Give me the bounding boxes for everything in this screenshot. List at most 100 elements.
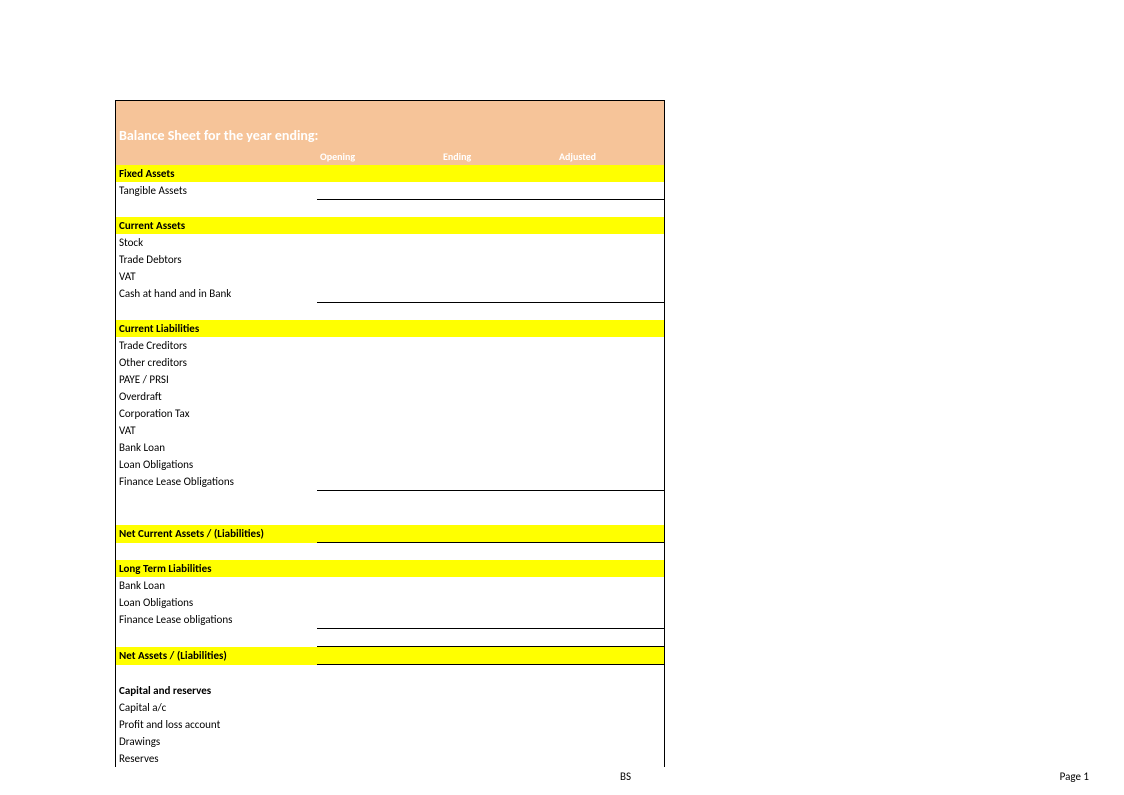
cell-adjusted[interactable] [556, 182, 664, 200]
row-label: Reserves [116, 750, 317, 767]
cell-adjusted[interactable] [556, 750, 664, 767]
section-current-liabilities: Current Liabilities [116, 320, 664, 337]
cell-adjusted[interactable] [556, 285, 664, 303]
cell-opening[interactable] [317, 354, 440, 371]
cell-adjusted[interactable] [556, 525, 664, 543]
page-title: Balance Sheet for the year ending: [116, 123, 664, 147]
cell-opening[interactable] [317, 439, 440, 456]
row-vat-cl: VAT [116, 422, 664, 439]
cell-opening[interactable] [317, 456, 440, 473]
cell-opening[interactable] [317, 611, 440, 629]
cell-ending[interactable] [440, 354, 556, 371]
cell-opening[interactable] [317, 251, 440, 268]
section-fixed-assets: Fixed Assets [116, 165, 664, 182]
spacer-row [116, 543, 664, 561]
cell-adjusted[interactable] [556, 647, 664, 665]
cell-adjusted[interactable] [556, 473, 664, 491]
cell-opening[interactable] [317, 388, 440, 405]
row-label: Capital a/c [116, 699, 317, 716]
cell-adjusted[interactable] [556, 577, 664, 594]
cell-ending[interactable] [440, 611, 556, 629]
cell-adjusted[interactable] [556, 699, 664, 716]
cell-opening[interactable] [317, 371, 440, 388]
row-profit-loss: Profit and loss account [116, 716, 664, 733]
cell-ending[interactable] [440, 388, 556, 405]
row-label: Trade Debtors [116, 251, 317, 268]
balance-sheet-table: Balance Sheet for the year ending: Openi… [116, 101, 664, 767]
cell-ending[interactable] [440, 577, 556, 594]
cell-ending[interactable] [440, 268, 556, 285]
row-bank-loan-cl: Bank Loan [116, 439, 664, 456]
section-header: Net Current Assets / (Liabilities) [116, 525, 317, 543]
cell-ending[interactable] [440, 439, 556, 456]
cell-opening[interactable] [317, 750, 440, 767]
cell-adjusted[interactable] [556, 594, 664, 611]
row-loan-obligations-lt: Loan Obligations [116, 594, 664, 611]
cell-opening[interactable] [317, 577, 440, 594]
row-bank-loan-lt: Bank Loan [116, 577, 664, 594]
cell-ending[interactable] [440, 594, 556, 611]
cell-opening[interactable] [317, 733, 440, 750]
row-drawings: Drawings [116, 733, 664, 750]
cell-adjusted[interactable] [556, 456, 664, 473]
cell-opening[interactable] [317, 422, 440, 439]
cell-opening[interactable] [317, 268, 440, 285]
row-tangible-assets: Tangible Assets [116, 182, 664, 200]
cell-opening[interactable] [317, 405, 440, 422]
cell-opening[interactable] [317, 647, 440, 665]
cell-opening[interactable] [317, 525, 440, 543]
cell-adjusted[interactable] [556, 251, 664, 268]
cell-ending[interactable] [440, 234, 556, 251]
cell-ending[interactable] [440, 405, 556, 422]
cell-adjusted[interactable] [556, 733, 664, 750]
cell-adjusted[interactable] [556, 422, 664, 439]
cell-adjusted[interactable] [556, 405, 664, 422]
cell-opening[interactable] [317, 699, 440, 716]
cell-adjusted[interactable] [556, 371, 664, 388]
section-long-term: Long Term Liabilities [116, 560, 664, 577]
cell-opening[interactable] [317, 594, 440, 611]
cell-opening[interactable] [317, 182, 440, 200]
section-header: Current Liabilities [116, 320, 317, 337]
cell-ending[interactable] [440, 473, 556, 491]
row-trade-creditors: Trade Creditors [116, 337, 664, 354]
cell-ending[interactable] [440, 371, 556, 388]
cell-ending[interactable] [440, 750, 556, 767]
cell-ending[interactable] [440, 647, 556, 665]
row-label: Corporation Tax [116, 405, 317, 422]
col-header-opening: Opening [317, 147, 440, 165]
section-header: Fixed Assets [116, 165, 317, 182]
cell-opening[interactable] [317, 234, 440, 251]
balance-sheet-container: Balance Sheet for the year ending: Openi… [115, 100, 665, 767]
section-header: Net Assets / (Liabilities) [116, 647, 317, 665]
cell-adjusted[interactable] [556, 611, 664, 629]
cell-adjusted[interactable] [556, 234, 664, 251]
cell-ending[interactable] [440, 716, 556, 733]
row-reserves: Reserves [116, 750, 664, 767]
section-header: Capital and reserves [116, 682, 317, 699]
cell-opening[interactable] [317, 337, 440, 354]
row-label: Stock [116, 234, 317, 251]
cell-ending[interactable] [440, 456, 556, 473]
cell-ending[interactable] [440, 422, 556, 439]
cell-ending[interactable] [440, 285, 556, 303]
cell-adjusted[interactable] [556, 388, 664, 405]
cell-ending[interactable] [440, 182, 556, 200]
cell-ending[interactable] [440, 525, 556, 543]
cell-adjusted[interactable] [556, 439, 664, 456]
cell-opening[interactable] [317, 716, 440, 733]
cell-ending[interactable] [440, 699, 556, 716]
cell-ending[interactable] [440, 337, 556, 354]
cell-adjusted[interactable] [556, 354, 664, 371]
cell-ending[interactable] [440, 251, 556, 268]
cell-ending[interactable] [440, 733, 556, 750]
row-corporation-tax: Corporation Tax [116, 405, 664, 422]
cell-adjusted[interactable] [556, 337, 664, 354]
cell-opening[interactable] [317, 473, 440, 491]
row-label: Cash at hand and in Bank [116, 285, 317, 303]
cell-opening[interactable] [317, 285, 440, 303]
row-label: Drawings [116, 733, 317, 750]
cell-adjusted[interactable] [556, 716, 664, 733]
cell-adjusted[interactable] [556, 268, 664, 285]
col-header-adjusted: Adjusted [556, 147, 664, 165]
